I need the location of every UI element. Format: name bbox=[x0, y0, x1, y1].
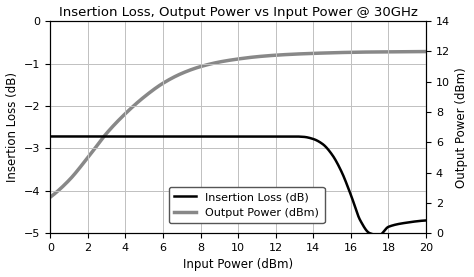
Output Power (dBm) bbox=[423, 50, 429, 53]
Insertion Loss (dB) bbox=[220, 135, 226, 138]
Line: Insertion Loss (dB): Insertion Loss (dB) bbox=[50, 137, 426, 235]
Insertion Loss (dB) bbox=[230, 135, 236, 138]
Insertion Loss (dB) bbox=[412, 220, 418, 223]
Insertion Loss (dB) bbox=[423, 219, 429, 222]
Output Power (dBm) bbox=[343, 51, 349, 54]
Output Power (dBm) bbox=[230, 58, 236, 61]
Line: Output Power (dBm): Output Power (dBm) bbox=[50, 52, 426, 197]
Output Power (dBm) bbox=[412, 50, 418, 53]
Insertion Loss (dB) bbox=[376, 234, 382, 237]
Legend: Insertion Loss (dB), Output Power (dBm): Insertion Loss (dB), Output Power (dBm) bbox=[169, 187, 325, 223]
Insertion Loss (dB) bbox=[412, 220, 418, 223]
Y-axis label: Insertion Loss (dB): Insertion Loss (dB) bbox=[6, 72, 18, 182]
Insertion Loss (dB) bbox=[67, 135, 73, 138]
Title: Insertion Loss, Output Power vs Input Power @ 30GHz: Insertion Loss, Output Power vs Input Po… bbox=[59, 6, 418, 19]
Output Power (dBm) bbox=[412, 50, 418, 53]
Output Power (dBm) bbox=[220, 60, 226, 63]
Output Power (dBm) bbox=[67, 178, 73, 181]
Output Power (dBm) bbox=[47, 196, 53, 199]
Insertion Loss (dB) bbox=[343, 181, 349, 184]
Insertion Loss (dB) bbox=[47, 135, 53, 138]
X-axis label: Input Power (dBm): Input Power (dBm) bbox=[183, 258, 293, 271]
Y-axis label: Output Power (dBm): Output Power (dBm) bbox=[456, 67, 468, 188]
